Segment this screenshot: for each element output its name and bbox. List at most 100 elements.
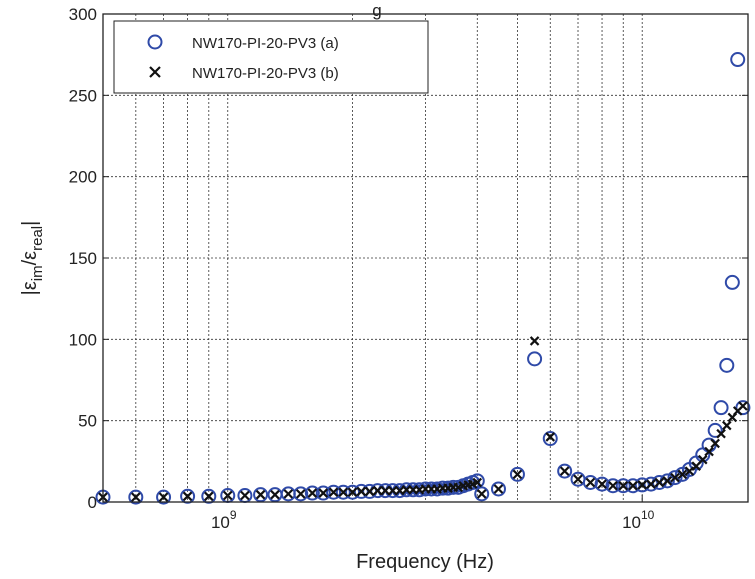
series-b-point bbox=[328, 487, 339, 498]
series-b-point bbox=[716, 428, 726, 439]
series-b-point bbox=[529, 336, 540, 346]
series-b-point bbox=[573, 474, 583, 485]
y-tick-label: 0 bbox=[88, 493, 97, 512]
y-tick-label: 300 bbox=[69, 5, 97, 24]
series-b-point bbox=[628, 480, 638, 491]
series-b-point bbox=[646, 479, 656, 489]
series-b-point bbox=[704, 446, 714, 457]
y-axis-ticks: 0 50 100 150 200 250 300 bbox=[69, 5, 748, 512]
series-b-point bbox=[545, 432, 556, 442]
series-b-point bbox=[493, 484, 504, 494]
series-b-point bbox=[204, 491, 214, 502]
series-a-point bbox=[735, 400, 751, 416]
series-a-point bbox=[713, 400, 729, 416]
x-tick-label: 109 bbox=[211, 508, 237, 532]
series-b-point bbox=[472, 477, 483, 488]
series-b-point bbox=[684, 466, 695, 476]
series-b-point bbox=[710, 438, 720, 449]
grid bbox=[103, 14, 748, 502]
series-a-point bbox=[719, 357, 735, 373]
series-b-point bbox=[597, 479, 607, 489]
y-axis-label-close: | bbox=[19, 221, 41, 226]
series-a-point bbox=[304, 485, 320, 501]
series-b-point bbox=[559, 466, 570, 476]
x-tick-label-exponent: 10 bbox=[641, 508, 655, 522]
series-b-point bbox=[697, 454, 708, 465]
series-a-point bbox=[293, 486, 309, 502]
series-b-point bbox=[372, 485, 383, 496]
y-axis-label-sub1: im bbox=[29, 265, 46, 281]
series-b-point bbox=[618, 480, 629, 491]
series-b-point bbox=[722, 420, 732, 431]
series-a-point bbox=[335, 484, 351, 500]
series-a-point bbox=[253, 487, 269, 503]
data-marks bbox=[95, 52, 751, 505]
series-a-point bbox=[667, 470, 683, 486]
series-b-point bbox=[662, 476, 673, 486]
series-b-point bbox=[670, 472, 680, 483]
series-b-point bbox=[364, 486, 375, 497]
y-axis-label-sub2: real bbox=[29, 226, 46, 251]
legend-label-b: NW170-PI-20-PV3 (b) bbox=[192, 65, 339, 82]
series-a-point bbox=[490, 481, 506, 497]
series-b-point bbox=[585, 477, 596, 488]
series-b-point bbox=[654, 477, 665, 488]
series-b-point bbox=[356, 486, 367, 497]
y-tick-label: 100 bbox=[69, 330, 97, 349]
series-a-point bbox=[201, 488, 217, 504]
series-a-point bbox=[180, 488, 196, 504]
series-b-point bbox=[512, 469, 523, 480]
series-b-point bbox=[637, 480, 647, 490]
series-b-point bbox=[347, 487, 358, 498]
legend-box bbox=[113, 20, 429, 94]
series-a-point bbox=[156, 489, 172, 505]
series-a-point bbox=[315, 485, 331, 501]
series-a-point bbox=[557, 463, 573, 479]
y-axis-label-open: |ε bbox=[19, 281, 41, 295]
series-b-point bbox=[338, 487, 349, 498]
series-b-point bbox=[182, 491, 193, 502]
series-b-point bbox=[270, 489, 280, 500]
series-b-point bbox=[283, 489, 294, 499]
series-b-point bbox=[295, 489, 306, 499]
x-tick-label-exponent: 9 bbox=[230, 508, 237, 522]
y-tick-label: 250 bbox=[69, 86, 97, 105]
y-tick-label: 200 bbox=[69, 168, 97, 187]
y-axis-label-mid: /ε bbox=[19, 251, 41, 266]
series-a-point bbox=[128, 489, 144, 505]
series-b-point bbox=[380, 485, 391, 496]
series-a-point bbox=[724, 274, 740, 290]
series-a-point bbox=[730, 52, 746, 68]
series-b-point bbox=[608, 480, 618, 491]
series-a-point bbox=[615, 478, 631, 494]
series-a-point bbox=[509, 466, 525, 482]
series-a-point bbox=[326, 484, 342, 500]
legend-label-a: NW170-PI-20-PV3 (a) bbox=[192, 35, 339, 52]
series-a-point bbox=[625, 478, 641, 494]
series-b-point bbox=[307, 488, 318, 498]
x-tick-label-base: 10 bbox=[211, 513, 230, 532]
x-tick-label-base: 10 bbox=[622, 513, 641, 532]
series-a-point bbox=[527, 351, 543, 367]
series-a-point bbox=[707, 422, 723, 438]
series-b-point bbox=[131, 492, 141, 502]
series-b-point bbox=[476, 489, 487, 499]
series-a-point bbox=[542, 431, 558, 447]
y-tick-label: 50 bbox=[78, 412, 97, 431]
series-a-point bbox=[594, 476, 610, 492]
x-tick-label: 1010 bbox=[622, 508, 655, 532]
series-b-point bbox=[158, 492, 169, 502]
series-a-point bbox=[474, 486, 490, 502]
series-a-point bbox=[605, 478, 621, 494]
x-axis-label: Frequency (Hz) bbox=[356, 551, 494, 573]
series-b-point bbox=[255, 489, 266, 500]
series-b-point bbox=[677, 469, 688, 480]
chart-title-fragment: g bbox=[372, 1, 381, 20]
series-b-point bbox=[318, 488, 329, 498]
series-b-point bbox=[240, 490, 250, 501]
y-axis-label: |εim/εreal| bbox=[19, 221, 46, 296]
series-b-point bbox=[738, 401, 748, 411]
legend-marker-circle bbox=[147, 34, 163, 50]
y-tick-label: 150 bbox=[69, 249, 97, 268]
